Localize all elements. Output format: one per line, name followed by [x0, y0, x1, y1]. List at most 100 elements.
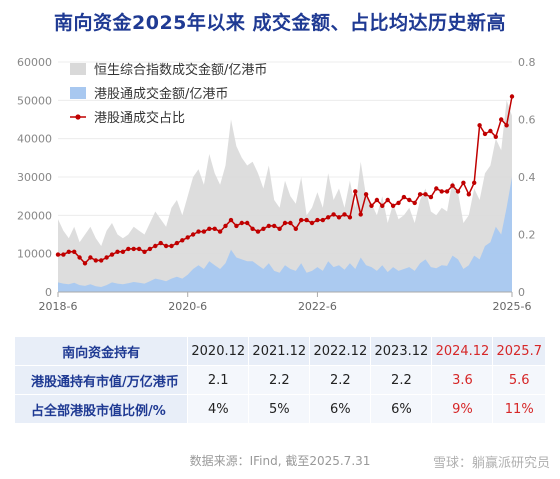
ratio-point: [477, 123, 482, 128]
ratio-point: [358, 212, 363, 217]
ratio-point: [153, 243, 158, 249]
area-series-1: [58, 177, 512, 292]
table-cell: 2.2: [248, 365, 311, 395]
ratio-point: [390, 203, 396, 208]
ratio-point: [472, 180, 477, 185]
ratio-point: [255, 229, 261, 234]
ratio-point: [277, 226, 282, 231]
ratio-point: [266, 223, 271, 229]
x-tick-label: 2018-6: [39, 300, 78, 313]
ratio-point: [342, 212, 347, 217]
y-left-tick-label: 60000: [17, 56, 52, 69]
ratio-point: [428, 194, 434, 200]
ratio-point: [93, 258, 99, 263]
table-row: 占全部港股市值比例/% 4% 5% 6% 6% 9% 11%: [13, 394, 546, 424]
ratio-point: [509, 94, 515, 99]
table-cell: 5.6: [492, 365, 546, 395]
table-cell: 2.2: [370, 365, 433, 395]
chart-svg: 0 10000 20000 30000 40000 50000 60000 0 0.2 0.4 0.…: [17, 56, 536, 313]
ratio-point: [142, 249, 147, 254]
table-header-cell: 2020.12: [187, 336, 250, 366]
ratio-point: [158, 240, 163, 246]
ratio-point: [282, 220, 288, 226]
y-left-tick-label: 40000: [17, 133, 52, 146]
ratio-point: [309, 220, 315, 226]
y-left-tick-label: 20000: [17, 209, 52, 222]
x-tick-label: 2025-6: [493, 300, 532, 313]
ratio-point: [363, 192, 369, 197]
table-header-cell: 2023.12: [370, 336, 433, 366]
y-right-tick-label: 0: [518, 286, 525, 299]
ratio-point: [326, 215, 331, 220]
table-cell: 2.1: [187, 365, 250, 395]
y-right-tick-label: 0.4: [518, 171, 536, 184]
table-cell: 4%: [187, 394, 250, 424]
ratio-point: [169, 243, 174, 249]
ratio-point: [136, 246, 142, 252]
ratio-point: [423, 192, 428, 197]
table-header-cell: 2021.12: [248, 336, 311, 366]
ratio-point: [228, 217, 234, 223]
ratio-point: [190, 232, 196, 237]
table-header-cell: 2022.12: [309, 336, 372, 366]
ratio-point: [299, 217, 304, 223]
ratio-point: [320, 217, 325, 223]
table-row: 港股通持有市值/万亿港币 2.1 2.2 2.2 2.2 3.6 5.6: [13, 365, 546, 395]
ratio-point: [104, 255, 109, 260]
ratio-point: [304, 217, 309, 223]
ratio-point: [272, 223, 277, 229]
table-cell: 2.2: [309, 365, 372, 395]
ratio-point: [407, 197, 412, 203]
legend-label: 恒生综合指数成交金额/亿港币: [94, 62, 267, 78]
ratio-point: [72, 249, 77, 254]
y-left-tick-label: 0: [45, 286, 52, 299]
ratio-point: [401, 194, 407, 200]
ratio-point: [353, 189, 358, 194]
ratio-point: [66, 249, 72, 254]
ratio-point: [180, 238, 185, 243]
legend-label: 港股通成交占比: [94, 110, 185, 126]
ratio-line-group: [55, 94, 515, 266]
ratio-point: [77, 255, 82, 260]
y-left-tick-label: 10000: [17, 248, 52, 261]
axes-group: 0 10000 20000 30000 40000 50000 60000 0 0.2 0.4 0.…: [17, 56, 536, 313]
ratio-point: [234, 223, 239, 229]
table-cell: 6%: [370, 394, 433, 424]
ratio-point: [434, 186, 439, 191]
table-header-cell: 2025.7: [492, 336, 546, 366]
table-row-label: 占全部港股市值比例/%: [13, 394, 189, 424]
legend-label: 港股通成交金额/亿港币: [94, 86, 228, 102]
ratio-point: [196, 229, 201, 234]
ratio-point: [239, 220, 244, 226]
ratio-point: [288, 220, 293, 226]
ratio-point: [223, 223, 228, 229]
ratio-point: [163, 243, 169, 249]
ratio-point: [82, 261, 88, 266]
ratio-point: [109, 252, 115, 257]
ratio-point: [261, 226, 266, 231]
ratio-point: [347, 215, 353, 220]
y-left-tick-label: 50000: [17, 94, 52, 107]
ratio-point: [374, 197, 380, 203]
ratio-point: [493, 134, 498, 139]
area-series-group: [58, 100, 512, 292]
table-cell: 5%: [248, 394, 311, 424]
ratio-point: [126, 246, 131, 252]
ratio-point: [450, 183, 455, 188]
ratio-point: [439, 189, 444, 194]
legend-swatch-marker: [75, 114, 81, 120]
x-tick-label: 2020-6: [168, 300, 207, 313]
ratio-point: [466, 192, 471, 197]
ratio-point: [120, 249, 126, 254]
ratio-point: [331, 212, 336, 217]
x-tick-label: 2022-6: [298, 300, 337, 313]
ratio-point: [55, 252, 61, 257]
legend-swatch: [70, 63, 86, 75]
ratio-point: [293, 226, 298, 231]
ratio-point: [444, 189, 450, 194]
ratio-point: [201, 229, 207, 234]
table-cell: 11%: [492, 394, 546, 424]
ratio-point: [147, 246, 153, 252]
